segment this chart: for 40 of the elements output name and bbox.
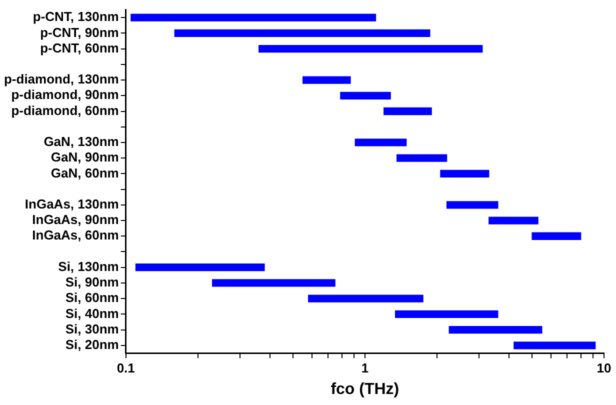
bar xyxy=(514,342,596,350)
bar xyxy=(308,294,424,302)
bar xyxy=(394,310,498,318)
y-tick-label: InGaAs, 130nm xyxy=(24,196,119,212)
x-tick-label: 1 xyxy=(361,360,369,376)
bar xyxy=(174,29,430,38)
bar xyxy=(340,92,391,100)
y-tick-label: p-CNT, 90nm xyxy=(40,24,119,40)
y-tick-label: p-diamond, 130nm xyxy=(4,72,119,87)
y-tick-label: Si, 40nm xyxy=(65,306,119,321)
y-tick-label: Si, 30nm xyxy=(65,321,119,336)
x-axis-title: fco (THz) xyxy=(330,380,400,398)
bar xyxy=(258,44,483,53)
bar xyxy=(212,279,336,287)
y-tick-label: Si, 60nm xyxy=(65,290,119,306)
y-tick-label: GaN, 130nm xyxy=(44,134,119,150)
y-tick-label: Si, 20nm xyxy=(65,336,119,352)
y-tick-label: GaN, 90nm xyxy=(50,150,119,165)
bar xyxy=(396,154,448,162)
bar xyxy=(488,216,538,224)
bar xyxy=(448,326,542,334)
bar xyxy=(130,14,376,22)
bar xyxy=(135,264,265,272)
y-tick-label: p-diamond, 60nm xyxy=(11,102,119,118)
bar xyxy=(446,201,498,209)
y-tick-label: Si, 130nm xyxy=(58,258,119,274)
bar xyxy=(384,107,432,116)
x-tick-label: 0.1 xyxy=(116,360,135,376)
bar xyxy=(532,232,582,240)
bar xyxy=(440,170,490,178)
y-tick-label: p-diamond, 90nm xyxy=(11,87,119,102)
y-tick-label: Si, 90nm xyxy=(65,274,119,290)
y-tick-label: InGaAs, 60nm xyxy=(32,228,119,243)
bar xyxy=(354,138,407,146)
x-tick-label: 10 xyxy=(596,360,612,376)
y-tick-label: p-CNT, 60nm xyxy=(40,40,119,56)
y-tick-label: p-CNT, 130nm xyxy=(32,9,119,24)
y-tick-label: InGaAs, 90nm xyxy=(32,212,119,228)
y-tick-label: GaN, 60nm xyxy=(50,165,119,180)
bar xyxy=(302,76,351,84)
